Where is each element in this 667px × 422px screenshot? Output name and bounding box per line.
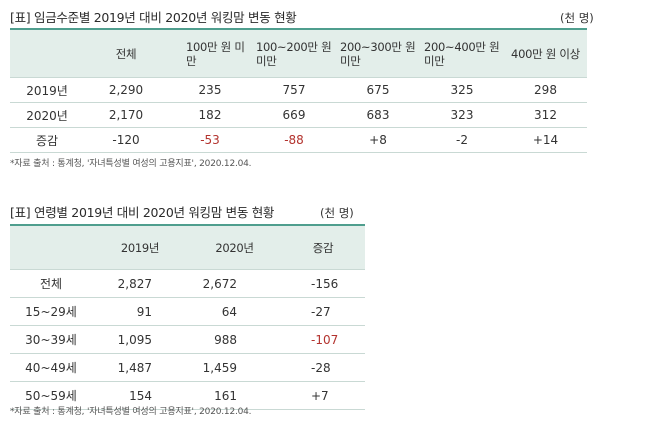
header-cell: 200~400만 원 미만 (420, 29, 504, 78)
header-cell: 100만 원 미만 (168, 29, 252, 78)
header-cell: 200~300만 원 미만 (336, 29, 420, 78)
table-row: 50~59세 154 161 +7 (10, 381, 365, 410)
header-cell: 400만 원 이상 (504, 29, 587, 78)
age-group-table: 2019년 2020년 증감 전체 2,827 2,672 -156 15~29… (10, 224, 365, 410)
table-cell: 235 (168, 77, 252, 103)
table-cell: -2 (420, 127, 504, 153)
table-cell: 325 (420, 77, 504, 103)
table-cell: -120 (84, 127, 168, 153)
row-label: 2019년 (10, 77, 84, 103)
table-row: 30~39세 1,095 988 -107 (10, 325, 365, 354)
table-cell: 161 (188, 381, 281, 410)
table-cell: 1,095 (92, 325, 188, 354)
table-row: 전체 2,827 2,672 -156 (10, 269, 365, 298)
header-cell: 증감 (281, 225, 365, 270)
table-cell: 988 (188, 325, 281, 354)
header-cell: 100~200만 원 미만 (252, 29, 336, 78)
header-row: 2019년 2020년 증감 (10, 225, 365, 270)
table-cell: -28 (281, 353, 365, 382)
row-label: 40~49세 (10, 353, 92, 382)
table-cell-highlight: -107 (281, 325, 365, 354)
row-label: 전체 (10, 269, 92, 298)
table-row: 2020년 2,170 182 669 683 323 312 (10, 102, 587, 128)
table-cell-highlight: -88 (252, 127, 336, 153)
table1-title: [표] 임금수준별 2019년 대비 2020년 워킹맘 변동 현황 (10, 10, 297, 25)
table-cell: 298 (504, 77, 587, 103)
table-row: 증감 -120 -53 -88 +8 -2 +14 (10, 127, 587, 153)
table2-title: [표] 연령별 2019년 대비 2020년 워킹맘 변동 현황 (10, 205, 275, 220)
header-cell (10, 225, 92, 270)
table2-unit: (천 명) (320, 206, 354, 220)
table-cell: 683 (336, 102, 420, 128)
table-cell: 2,827 (92, 269, 188, 298)
header-cell (10, 29, 84, 78)
table-row: 40~49세 1,487 1,459 -28 (10, 353, 365, 382)
table-cell: 1,459 (188, 353, 281, 382)
table-cell: 2,170 (84, 102, 168, 128)
table-cell: 675 (336, 77, 420, 103)
table-row: 15~29세 91 64 -27 (10, 297, 365, 326)
table-cell: 182 (168, 102, 252, 128)
table-cell: 91 (92, 297, 188, 326)
table-cell: 1,487 (92, 353, 188, 382)
header-row: 전체 100만 원 미만 100~200만 원 미만 200~300만 원 미만… (10, 29, 587, 78)
table1-unit: (천 명) (560, 11, 594, 25)
table-cell: 757 (252, 77, 336, 103)
row-label: 15~29세 (10, 297, 92, 326)
header-cell: 2020년 (188, 225, 281, 270)
row-label: 증감 (10, 127, 84, 153)
table-cell: 669 (252, 102, 336, 128)
row-label: 30~39세 (10, 325, 92, 354)
wage-level-table: 전체 100만 원 미만 100~200만 원 미만 200~300만 원 미만… (10, 28, 587, 153)
table-cell: 312 (504, 102, 587, 128)
table-cell: +14 (504, 127, 587, 153)
row-label: 2020년 (10, 102, 84, 128)
table-cell: 2,290 (84, 77, 168, 103)
table-cell: -156 (281, 269, 365, 298)
table1-source: *자료 출처 : 통계청, '자녀특성별 여성의 고용지표', 2020.12.… (10, 159, 252, 169)
table-cell: +8 (336, 127, 420, 153)
table-row: 2019년 2,290 235 757 675 325 298 (10, 77, 587, 103)
table-cell: -27 (281, 297, 365, 326)
table-cell-highlight: -53 (168, 127, 252, 153)
table-cell: 323 (420, 102, 504, 128)
table-cell: 154 (92, 381, 188, 410)
header-cell: 2019년 (92, 225, 188, 270)
table-cell: 2,672 (188, 269, 281, 298)
header-cell: 전체 (84, 29, 168, 78)
row-label: 50~59세 (10, 381, 92, 410)
table2-source: *자료 출처 : 통계청, '자녀특성별 여성의 고용지표', 2020.12.… (10, 407, 252, 417)
table-cell: +7 (281, 381, 365, 410)
table-cell: 64 (188, 297, 281, 326)
